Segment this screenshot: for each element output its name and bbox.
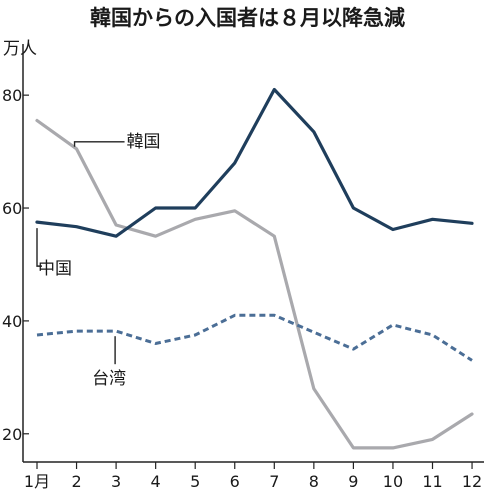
series-label: 台湾 [92,369,126,389]
x-tick-label: 3 [111,472,121,491]
x-tick-label: 7 [269,472,279,491]
y-tick-label: 80 [2,86,22,105]
x-tick-label: 6 [230,472,240,491]
x-tick-label: 4 [151,472,161,491]
x-tick-label: 1月 [24,472,50,491]
series-label: 韓国 [127,132,161,152]
series-leader-line [73,141,125,147]
y-tick-label: 60 [2,199,22,218]
x-tick-label: 10 [383,472,403,491]
axes-layer: 20 40 60 80 1月 2 3 4 5 6 7 8 9 10 11 12 [2,44,484,491]
chart-title: 韓国からの入国者は８月以降急減 [90,6,405,30]
x-tick-label: 8 [309,472,319,491]
series-leader-line [36,228,42,267]
series-line-台湾 [36,313,473,362]
series-line-中国 [35,87,474,238]
series-line-韓国 [35,118,474,450]
x-tick-label: 9 [348,472,358,491]
y-tick-label: 20 [2,425,22,444]
x-tick-label: 5 [190,472,200,491]
x-tick-label: 12 [462,472,482,491]
series-layer [35,87,474,450]
y-axis-unit-label: 万人 [3,39,37,59]
x-tick-label: 11 [422,472,442,491]
x-tick-label: 2 [71,472,81,491]
series-label: 中国 [38,259,72,279]
y-tick-label: 40 [2,312,22,331]
